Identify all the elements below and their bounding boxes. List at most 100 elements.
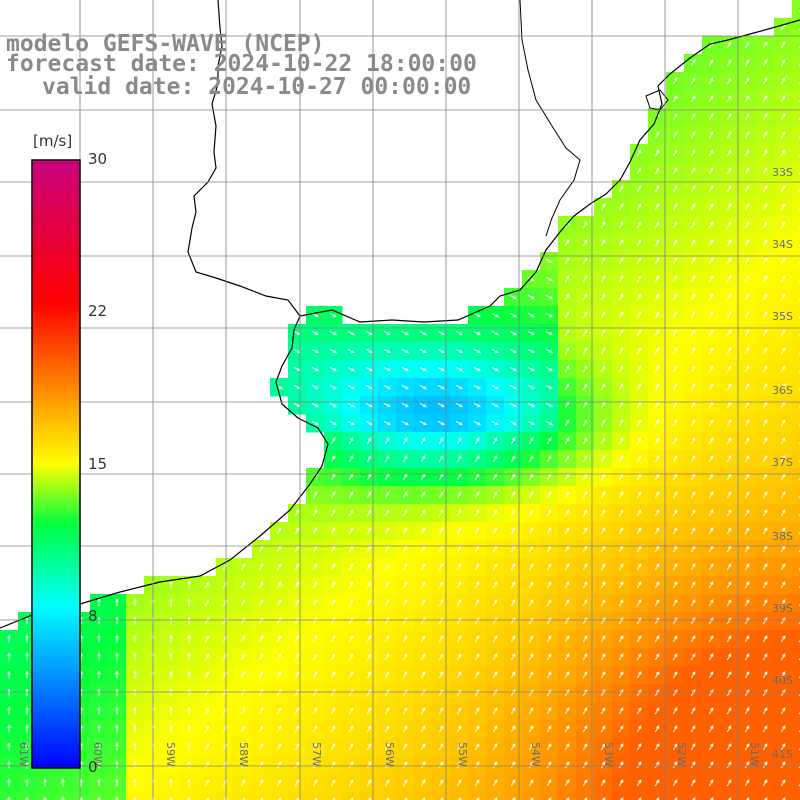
wind-arrow xyxy=(726,41,732,49)
wind-arrow xyxy=(672,671,678,679)
wind-cell xyxy=(666,792,685,800)
wind-arrow xyxy=(473,402,481,408)
wind-cell xyxy=(792,756,800,775)
wind-arrow xyxy=(708,77,714,85)
wind-arrow xyxy=(366,455,372,463)
wind-arrow xyxy=(510,527,516,535)
wind-arrow xyxy=(672,221,678,229)
wind-arrow xyxy=(744,779,750,787)
wind-arrow xyxy=(312,671,318,679)
wind-arrow xyxy=(780,149,786,157)
wind-arrow xyxy=(600,203,606,211)
wind-arrow xyxy=(744,761,750,769)
wind-cell xyxy=(792,720,800,739)
wind-arrow xyxy=(672,347,678,355)
wind-arrow xyxy=(672,563,678,571)
wind-arrow xyxy=(690,293,696,301)
wind-arrow xyxy=(636,383,642,391)
wind-arrow xyxy=(491,312,499,318)
wind-arrow xyxy=(311,330,319,336)
wind-cell xyxy=(576,792,595,800)
wind-arrow xyxy=(582,581,588,589)
wind-arrow xyxy=(690,311,696,319)
wind-arrow xyxy=(672,527,678,535)
wind-arrow xyxy=(384,581,390,589)
wind-arrow xyxy=(509,294,517,300)
wind-arrow xyxy=(600,707,606,715)
wind-arrow xyxy=(169,580,173,589)
wind-arrow xyxy=(311,348,319,354)
wind-arrow xyxy=(527,384,535,390)
wind-arrow xyxy=(240,743,246,751)
wind-arrow xyxy=(690,131,696,139)
wind-arrow xyxy=(420,491,426,499)
wind-arrow xyxy=(527,402,535,408)
wind-arrow xyxy=(690,77,696,85)
wind-arrow xyxy=(600,779,606,787)
wind-arrow xyxy=(384,707,390,715)
wind-arrow xyxy=(726,365,732,373)
wind-arrow xyxy=(762,599,768,607)
wind-arrow xyxy=(672,113,678,121)
wind-arrow xyxy=(365,330,373,336)
wind-arrow xyxy=(401,330,409,336)
wind-arrow xyxy=(276,581,282,589)
wind-arrow xyxy=(115,634,119,643)
wind-arrow xyxy=(133,616,137,625)
wind-arrow xyxy=(420,599,426,607)
wind-arrow xyxy=(383,348,391,354)
wind-arrow xyxy=(438,437,444,445)
wind-arrow xyxy=(618,383,624,391)
wind-arrow xyxy=(366,653,372,661)
wind-arrow xyxy=(780,113,786,121)
wind-cell xyxy=(684,792,703,800)
wind-arrow xyxy=(654,779,660,787)
wind-arrow xyxy=(672,743,678,751)
wind-arrow xyxy=(347,366,355,372)
wind-arrow xyxy=(744,347,750,355)
wind-arrow-field xyxy=(7,7,800,800)
wind-cell xyxy=(792,234,800,253)
wind-arrow xyxy=(546,581,552,589)
wind-arrow xyxy=(474,779,480,787)
wind-arrow xyxy=(384,563,390,571)
wind-arrow xyxy=(545,420,553,426)
wind-arrow xyxy=(636,329,642,337)
wind-arrow xyxy=(456,725,462,733)
wind-arrow xyxy=(456,437,462,445)
wind-arrow xyxy=(347,420,355,426)
wind-arrow xyxy=(115,688,119,697)
wind-arrow xyxy=(564,743,570,751)
wind-arrow xyxy=(366,491,372,499)
wind-arrow xyxy=(276,725,282,733)
wind-arrow xyxy=(366,563,372,571)
wind-arrow xyxy=(473,312,481,318)
wind-arrow xyxy=(781,797,786,800)
wind-arrow xyxy=(636,293,642,301)
wind-cell xyxy=(792,702,800,721)
wind-arrow xyxy=(564,653,570,661)
wind-arrow xyxy=(330,455,336,463)
wind-arrow xyxy=(618,455,624,463)
wind-arrow xyxy=(294,563,300,571)
wind-arrow xyxy=(636,221,642,229)
wind-arrow xyxy=(780,383,786,391)
wind-arrow xyxy=(708,203,714,211)
wind-arrow xyxy=(329,420,337,426)
wind-arrow xyxy=(618,437,624,445)
longitude-label: 58W xyxy=(237,742,250,767)
wind-arrow xyxy=(133,670,137,679)
longitude-label: 57W xyxy=(310,742,323,767)
wind-arrow xyxy=(384,599,390,607)
wind-arrow xyxy=(402,779,408,787)
wind-arrow xyxy=(690,491,696,499)
colorbar-tick-30: 30 xyxy=(88,150,108,168)
wind-arrow xyxy=(636,419,642,427)
wind-arrow xyxy=(744,437,750,445)
wind-arrow xyxy=(564,563,570,571)
wind-arrow xyxy=(438,509,444,517)
wind-arrow xyxy=(600,635,606,643)
wind-arrow xyxy=(294,635,300,643)
